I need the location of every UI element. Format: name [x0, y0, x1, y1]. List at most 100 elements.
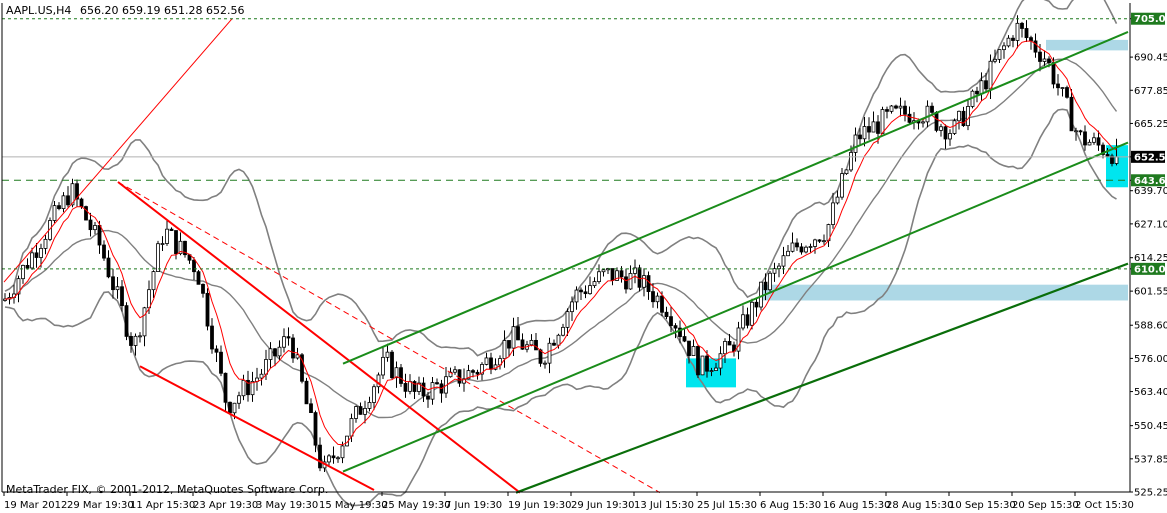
candle [583, 285, 588, 299]
candle-body [1110, 155, 1114, 164]
candle-body [120, 286, 124, 307]
candle-body [1056, 83, 1060, 89]
candle-body [102, 244, 106, 259]
candle [390, 349, 394, 380]
x-tick-label: 20 Sep 15:30 [1012, 500, 1079, 511]
candle [723, 338, 727, 364]
trendlines [3, 18, 1129, 494]
candle [300, 353, 304, 384]
candle-body [264, 359, 268, 375]
candle-body [592, 281, 597, 287]
candle-body [25, 264, 30, 269]
candle [790, 232, 795, 253]
candle [673, 323, 678, 339]
candle [880, 106, 885, 135]
axes [1, 3, 1131, 493]
y-tick-label: 610.01 [1134, 264, 1167, 275]
candle [1060, 87, 1065, 97]
candle-body [282, 336, 286, 348]
candle-body [277, 346, 282, 357]
candle-body [907, 113, 912, 123]
candle-body [646, 275, 651, 292]
candle-body [430, 382, 435, 400]
candle-body [516, 326, 520, 341]
candle [327, 453, 331, 466]
candle [286, 327, 291, 346]
candle-body [178, 240, 183, 255]
candle [687, 340, 691, 364]
green-channel-upper [342, 31, 1129, 365]
candle [975, 86, 979, 103]
candle [763, 273, 768, 301]
candle [642, 268, 646, 297]
candle [237, 391, 241, 409]
candle [907, 106, 912, 125]
candle-body [286, 336, 291, 339]
candle-body [336, 457, 340, 460]
candle-body [565, 311, 570, 328]
x-tick-label: 29 Jun 19:30 [571, 500, 635, 511]
candle-body [169, 228, 174, 231]
candle [997, 49, 1002, 63]
candle [219, 345, 223, 377]
green-channel-lower [342, 141, 1129, 473]
candle-body [624, 276, 628, 290]
candle-body [898, 105, 903, 109]
candle [898, 97, 903, 117]
candle-body [160, 243, 165, 245]
candle-body [934, 111, 939, 131]
price-label-box [1131, 150, 1165, 163]
candle-body [16, 278, 21, 295]
candle-body [475, 371, 480, 375]
candle-body [772, 268, 777, 274]
candle-body [1092, 137, 1096, 143]
candle-body [880, 109, 885, 134]
candle-body [894, 105, 898, 109]
candle-body [777, 265, 781, 270]
candle-body [138, 335, 142, 338]
candle-body [124, 305, 129, 337]
copyright-watermark: MetaTrader FIX, © 2001-2012, MetaQuotes … [6, 483, 328, 496]
candle [1011, 35, 1015, 48]
x-tick-label: 15 May 19:30 [319, 500, 388, 511]
candle-body [727, 341, 732, 346]
candle-body [75, 183, 79, 200]
candle [160, 236, 165, 252]
candle-body [619, 270, 624, 278]
candle [876, 115, 880, 144]
candle-body [331, 455, 336, 459]
price-label-box [1131, 262, 1165, 275]
candle [367, 396, 372, 412]
price-label-box [1131, 174, 1165, 187]
dark-green-trendline [515, 262, 1129, 494]
candle-body [678, 327, 682, 337]
candle [993, 49, 997, 64]
candle-body [700, 355, 705, 376]
candle-body [705, 355, 709, 372]
candle [538, 348, 543, 367]
candle [736, 321, 741, 360]
candle-body [1020, 22, 1024, 29]
candle-body [889, 105, 894, 112]
candle [403, 373, 408, 398]
candle [768, 271, 772, 294]
red-channel-lower [139, 365, 375, 491]
candle-body [471, 370, 475, 373]
candle [201, 283, 205, 298]
header-symbol: AAPL.US,H4 [6, 4, 71, 17]
candle [547, 337, 552, 374]
candle [588, 276, 592, 295]
candle [705, 350, 709, 378]
candle [795, 238, 799, 251]
candle-body [574, 289, 579, 303]
candle [678, 320, 682, 344]
candle [421, 377, 426, 402]
candle [772, 262, 777, 282]
candle-body [781, 255, 786, 267]
x-tick-label: 16 Aug 15:30 [823, 500, 890, 511]
candle-body [552, 342, 556, 346]
candle [930, 102, 934, 116]
candle [799, 243, 804, 255]
